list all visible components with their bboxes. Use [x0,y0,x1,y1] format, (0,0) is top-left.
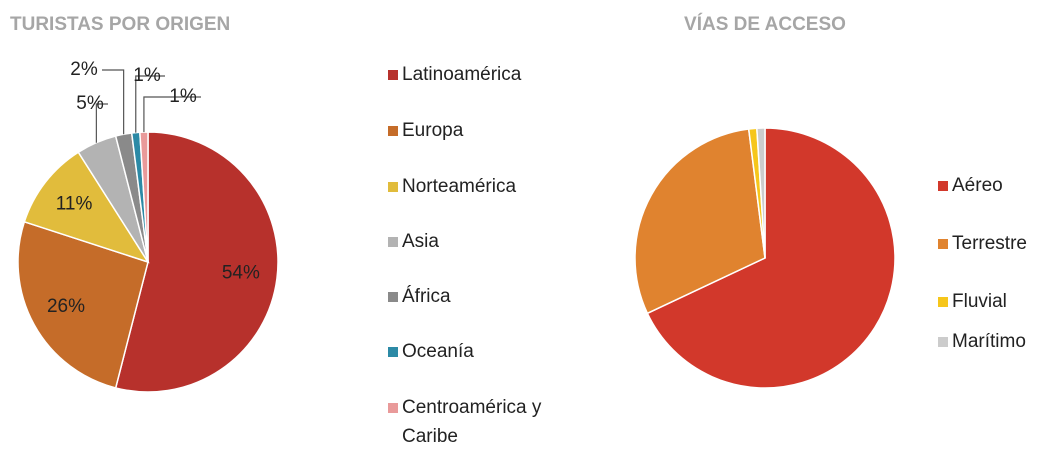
pie-slice [756,127,766,259]
legend-label: Asia [402,231,439,252]
legend-swatch [388,237,398,247]
legend-item: África [402,286,451,307]
legend-item: Fluvial [952,291,1007,312]
legend-item: Europa [402,120,464,141]
pie-slice [139,131,149,263]
legend-item: Marítimo [952,331,1026,352]
pie-slice [634,128,766,315]
legend-swatch [388,126,398,136]
legend-swatch [388,347,398,357]
legend-label: Latinoamérica [402,64,522,85]
legend-swatch [938,181,948,191]
legend-label: África [402,286,451,307]
legend-item: Asia [402,231,439,252]
legend-swatch [938,297,948,307]
data-label: 54% [222,263,260,284]
legend-label: Marítimo [952,331,1026,352]
legend-swatch [388,182,398,192]
data-label: 1% [169,86,197,107]
data-label: 26% [47,296,85,317]
data-label: 11% [56,194,93,215]
chart-title: TURISTAS POR ORIGEN [10,14,230,35]
legend-swatch [388,403,398,413]
leader-line [102,69,125,135]
legend-item: Latinoamérica [402,64,522,85]
legend-swatch [938,337,948,347]
legend-label: Europa [402,120,464,141]
leader-line [95,103,108,143]
leader-line [135,75,165,133]
pie-slice [646,127,896,389]
legend-swatch [388,70,398,80]
legend-item: Oceanía [402,341,474,362]
legend-item: Aéreo [952,175,1003,196]
legend-label: Norteamérica [402,176,517,197]
legend-label: Fluvial [952,291,1007,312]
pie-slice [17,220,149,389]
legend-item: Centroamérica y Caribe [402,397,542,447]
data-label: 5% [76,93,104,114]
legend-item: Terrestre [952,233,1027,254]
legend-label: Terrestre [952,233,1027,254]
legend-label: Centroamérica y Caribe [402,397,542,447]
legend-swatch [938,239,948,249]
legend-label: Oceanía [402,341,474,362]
chart-title: VÍAS DE ACCESO [684,13,846,35]
leader-line [143,96,201,133]
pie-slice [114,131,279,393]
legend-swatch [388,292,398,302]
legend-label: Aéreo [952,175,1003,196]
data-label: 2% [70,59,98,80]
legend-item: Norteamérica [402,176,517,197]
pie-slice [23,151,150,264]
data-label: 1% [133,65,161,86]
